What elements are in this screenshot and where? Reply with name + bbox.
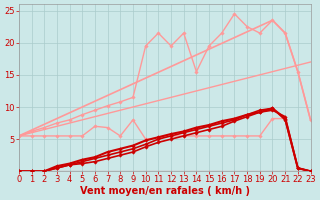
X-axis label: Vent moyen/en rafales ( km/h ): Vent moyen/en rafales ( km/h ) <box>80 186 250 196</box>
